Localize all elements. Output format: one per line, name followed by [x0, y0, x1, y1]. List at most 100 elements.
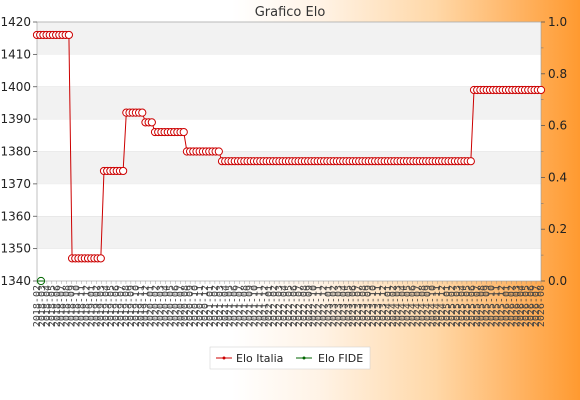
x-tick-label: 2021-04 [220, 285, 231, 327]
x-tick-label: 2022-10 [309, 285, 320, 327]
x-tick-label: 2021-02 [210, 285, 221, 327]
x-tick-label: 2023-12 [378, 285, 389, 327]
x-tick-label: 2023-10 [368, 285, 379, 327]
x-tick-label: 2026-05 [521, 285, 532, 327]
legend-item-fide: Elo FIDE [296, 352, 363, 365]
x-tick-label: 2023-08 [358, 285, 369, 327]
x-tick-label: 2018-07 [57, 285, 68, 327]
data-point-elo-italia [96, 254, 105, 263]
x-tick-label: 2021-03 [215, 285, 226, 327]
x-tick-label: 2021-11 [254, 285, 265, 327]
x-tick-label: 2018-02 [32, 285, 43, 327]
x-tick-label: 2025-02 [447, 285, 458, 327]
x-tick-label: 2019-05 [106, 285, 117, 327]
y-tick-label: 1370 [0, 177, 31, 191]
series-elo-fide [36, 276, 46, 286]
x-tick-label: 2022-05 [284, 285, 295, 327]
x-tick-label: 2021-12 [259, 285, 270, 327]
x-axis: 2018-022018-032018-042018-052018-062018-… [32, 281, 547, 327]
x-tick-label: 2024-04 [398, 285, 409, 327]
grid-band [37, 86, 541, 120]
x-tick-label: 2025-08 [477, 285, 488, 327]
x-tick-label: 2021-06 [230, 285, 241, 327]
x-tick-label: 2026-04 [516, 285, 527, 327]
x-tick-label: 2020-12 [200, 285, 211, 327]
chart-title: Grafico Elo [255, 5, 326, 20]
x-tick-label: 2026-07 [531, 285, 542, 327]
x-tick-label: 2019-03 [96, 285, 107, 327]
x-tick-label: 2022-01 [264, 285, 275, 327]
data-point-elo-italia [64, 30, 73, 40]
series-elo-italia [32, 30, 546, 263]
x-tick-label: 2025-10 [487, 285, 498, 327]
data-point-elo-italia [138, 108, 147, 117]
x-tick-label: 2019-08 [121, 285, 132, 327]
x-tick-label: 2022-07 [294, 285, 305, 327]
x-tick-label: 2019-12 [141, 285, 152, 327]
x-tick-label: 2023-06 [348, 285, 359, 327]
x-tick-label: 2018-06 [52, 285, 63, 327]
legend-box [209, 346, 371, 370]
x-tick-label: 2025-11 [492, 285, 503, 327]
x-tick-label: 2020-09 [185, 285, 196, 327]
y-tick-label: 1420 [0, 15, 31, 29]
x-tick-label: 2018-10 [72, 285, 83, 327]
x-tick-label: 2025-03 [452, 285, 463, 327]
x-tick-label: 2019-09 [126, 285, 137, 327]
x-tick-label: 2024-09 [422, 285, 433, 327]
x-tick-label: 2026-01 [501, 285, 512, 327]
x-tick-label: 2024-07 [412, 285, 423, 327]
x-tick-label: 2022-09 [304, 285, 315, 327]
plot-background [36, 21, 542, 282]
legend-label-italia: Elo Italia [236, 352, 283, 365]
x-tick-label: 2021-10 [249, 285, 260, 327]
x-tick-label: 2024-08 [417, 285, 428, 327]
x-tick-label: 2023-05 [343, 285, 354, 327]
x-tick-label: 2023-02 [328, 285, 339, 327]
x-tick-label: 2019-04 [101, 285, 112, 327]
y-tick-label: 1360 [0, 209, 31, 223]
x-tick-label: 2020-04 [160, 285, 171, 327]
x-tick-label: 2026-08 [536, 285, 547, 327]
x-tick-label: 2021-09 [244, 285, 255, 327]
y2-tick-label: 0.2 [548, 222, 567, 236]
x-tick-label: 2020-08 [180, 285, 191, 327]
y-axis-right: 0.0 0.2 0.4 0.6 0.8 1.0 [541, 15, 567, 288]
x-tick-label: 2019-02 [91, 285, 102, 327]
x-tick-label: 2021-08 [240, 285, 251, 327]
x-tick-label: 2025-09 [482, 285, 493, 327]
legend: Elo Italia Elo FIDE [209, 346, 371, 370]
x-tick-label: 2018-12 [81, 285, 92, 327]
x-tick-label: 2024-06 [408, 285, 419, 327]
x-tick-label: 2020-06 [170, 285, 181, 327]
x-tick-label: 2021-07 [235, 285, 246, 327]
y2-tick-label: 0.0 [548, 274, 567, 288]
x-tick-label: 2023-11 [373, 285, 384, 327]
x-tick-label: 2022-12 [319, 285, 330, 327]
y-tick-label: 1380 [0, 145, 31, 159]
data-point-elo-italia [179, 127, 188, 137]
x-tick-label: 2024-03 [393, 285, 404, 327]
x-tick-label: 2019-10 [131, 285, 142, 327]
x-tick-label: 2025-06 [467, 285, 478, 327]
x-tick-label: 2023-01 [324, 285, 335, 327]
legend-item-italia: Elo Italia [216, 352, 283, 365]
x-tick-label: 2020-10 [190, 285, 201, 327]
x-tick-label: 2024-02 [388, 285, 399, 327]
x-tick-label: 2023-09 [363, 285, 374, 327]
x-tick-label: 2025-01 [442, 285, 453, 327]
x-tick-label: 2018-11 [76, 285, 87, 327]
x-tick-label: 2018-05 [47, 285, 58, 327]
data-point-elo-italia [536, 85, 546, 95]
x-tick-label: 2018-03 [37, 285, 48, 327]
data-point-elo-italia [466, 157, 475, 166]
x-tick-label: 2022-08 [299, 285, 310, 327]
y-tick-label: 1350 [0, 242, 31, 256]
x-tick-label: 2018-09 [67, 285, 78, 327]
y2-tick-label: 0.4 [548, 170, 567, 184]
x-tick-label: 2022-11 [314, 285, 325, 327]
y2-tick-label: 1.0 [548, 15, 567, 29]
x-tick-label: 2025-07 [472, 285, 483, 327]
grid-band [37, 216, 541, 249]
